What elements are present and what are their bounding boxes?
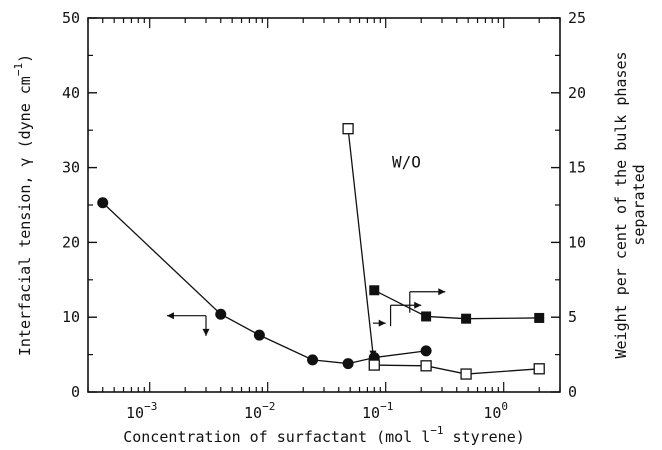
x-axis-label: Concentration of surfactant (mol l−1 sty… (123, 424, 525, 446)
data-point-circle (97, 197, 109, 209)
right-axis-arrow-head-open (378, 319, 386, 327)
y-left-tick-label: 20 (62, 233, 80, 251)
series-line-filled-square (373, 289, 540, 320)
y-right-axis-label-line2: separated (630, 164, 648, 245)
x-tick-label: 10−1 (362, 400, 393, 422)
y-left-tick-label: 40 (62, 84, 80, 102)
y-right-tick-label: 0 (568, 383, 577, 401)
data-point-filled-square (534, 312, 545, 323)
data-point-open-square (460, 368, 472, 380)
annotation-wo: W/O (392, 153, 421, 172)
drop-arrow-head (369, 350, 377, 358)
data-point-circle (215, 308, 227, 320)
left-axis-arrow-head (166, 312, 174, 320)
plot-frame (87, 17, 561, 393)
x-tick-label: 100 (483, 400, 508, 422)
y-left-tick-label: 10 (62, 308, 80, 326)
y-left-axis-label: Interfacial tension, γ (dyne cm−1) (12, 54, 34, 356)
data-point-filled-square (461, 313, 472, 324)
right-axis-arrow-head (414, 301, 422, 309)
y-left-tick-label: 30 (62, 159, 80, 177)
y-left-tick-label: 0 (71, 383, 80, 401)
series-line-open-square (347, 128, 540, 375)
right-axis-arrow-head-3 (438, 288, 446, 296)
y-right-tick-label: 20 (568, 84, 586, 102)
frame-layer (87, 17, 561, 393)
x-tick-label: 10−2 (244, 400, 275, 422)
label-layer: 0 0 10 5 20 10 30 15 40 20 50 25 10−3 10−2 10−1 100Conc… (12, 9, 648, 446)
y-right-tick-label: 10 (568, 233, 586, 251)
y-left-tick-label: 50 (62, 9, 80, 27)
data-point-open-square (420, 360, 432, 372)
y-right-tick-label: 5 (568, 308, 577, 326)
data-point-filled-square (421, 311, 432, 322)
data-point-circle (307, 354, 319, 366)
series-layer (97, 123, 545, 380)
axis-arrow-down-head (202, 328, 210, 336)
data-point-circle (253, 329, 265, 341)
data-point-open-square (342, 123, 354, 135)
y-right-tick-label: 15 (568, 159, 586, 177)
y-right-axis-label-line1: Weight per cent of the bulk phases (612, 51, 630, 358)
data-point-open-square (368, 359, 380, 371)
series-line-filled-circle (102, 202, 427, 365)
x-tick-label: 10−3 (126, 400, 157, 422)
data-point-circle (420, 345, 432, 357)
data-point-circle (342, 358, 354, 370)
data-point-open-square (533, 363, 545, 375)
data-point-filled-square (369, 285, 380, 296)
y-right-tick-label: 25 (568, 9, 586, 27)
